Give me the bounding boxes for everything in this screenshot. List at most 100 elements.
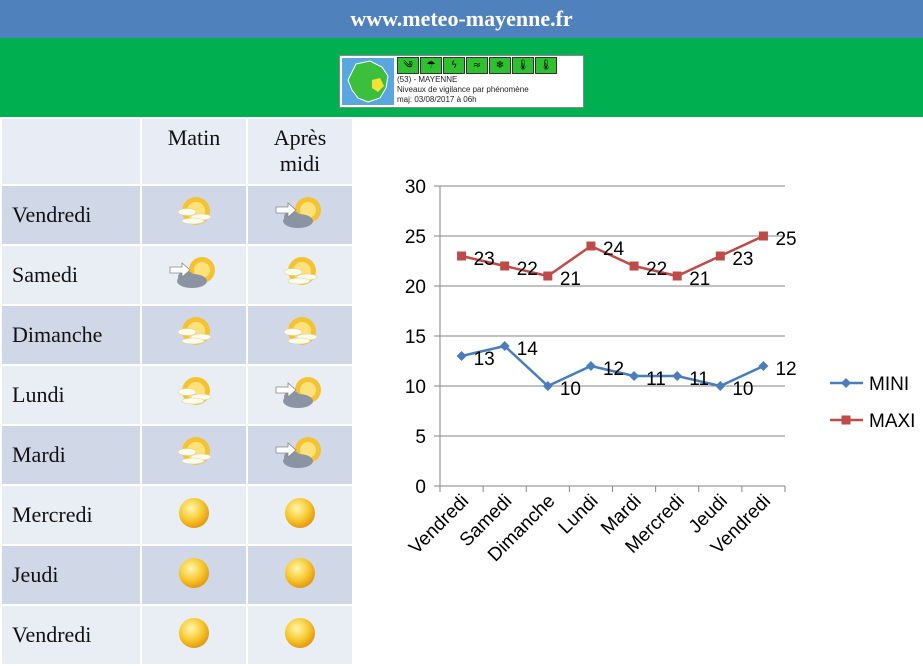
partly-sunny-icon (169, 376, 219, 417)
sun-icon (281, 497, 319, 536)
data-point (586, 241, 596, 251)
day-label: Jeudi (0, 544, 142, 606)
afternoon-weather (246, 544, 354, 606)
data-label: 10 (732, 379, 753, 400)
data-point (672, 271, 682, 281)
morning-weather (140, 364, 248, 426)
data-point (500, 261, 510, 271)
afternoon-weather (246, 304, 354, 366)
cloudy-sun-icon (272, 196, 328, 237)
sun-icon (281, 557, 319, 596)
morning-weather (140, 604, 248, 666)
afternoon-weather (246, 184, 354, 246)
sun-icon (175, 557, 213, 596)
data-label: 21 (689, 269, 710, 290)
forecast-row: Lundi (0, 364, 354, 426)
legend: MINI MAXI (830, 374, 915, 432)
forecast-table: Matin Après midi Vendredi Samedi Dimanche Lu… (0, 117, 354, 666)
rain-flood-icon: ☂ (420, 57, 442, 74)
snow-ice-icon: ❄ (489, 57, 511, 74)
day-label: Mercredi (0, 484, 142, 546)
y-tick-label: 5 (415, 427, 426, 448)
y-tick-label: 30 (405, 177, 426, 198)
vigilance-update: maj: 03/08/2017 à 06h (397, 95, 477, 104)
header-morning: Matin (140, 117, 248, 186)
data-label: 25 (775, 229, 796, 250)
data-point (585, 361, 596, 371)
data-point (457, 251, 467, 261)
afternoon-weather (246, 244, 354, 306)
x-tick-label: Vendredi (405, 491, 473, 559)
morning-weather (140, 544, 248, 606)
thunderstorm-icon: ϟ (443, 57, 465, 74)
grid (440, 185, 785, 487)
flood-icon: ≈ (466, 57, 488, 74)
day-label: Mardi (0, 424, 142, 486)
cloudy-sun-icon (272, 376, 328, 417)
temperature-chart: 0 5 10 15 20 25 30 VendrediSamediDimancheLundi… (405, 177, 916, 566)
afternoon-weather (246, 484, 354, 546)
cloudy-sun-icon (272, 436, 328, 477)
y-tick-label: 25 (405, 227, 426, 248)
cold-icon: 🌡 (535, 57, 557, 74)
vigilance-icons: ༄ ☂ ϟ ≈ ❄ 🌡 🌡 (397, 57, 581, 74)
day-label: Vendredi (0, 604, 142, 666)
data-point (629, 371, 640, 381)
y-tick-label: 15 (405, 327, 426, 348)
vigilance-card[interactable]: ༄ ☂ ϟ ≈ ❄ 🌡 🌡 (53) - MAYENNE Niveaux de … (339, 55, 584, 108)
series-line-maxi (461, 234, 764, 278)
wind-icon: ༄ (397, 57, 419, 74)
day-label: Vendredi (0, 184, 142, 246)
corner-cell (0, 117, 142, 186)
data-point (543, 271, 553, 281)
data-point (629, 261, 639, 271)
x-axis: VendrediSamediDimancheLundiMardiMercredi… (405, 486, 786, 566)
y-tick-label: 0 (415, 477, 426, 498)
afternoon-weather (246, 424, 354, 486)
afternoon-weather (246, 604, 354, 666)
partly-sunny-icon (275, 256, 325, 297)
partly-sunny-icon (275, 316, 325, 357)
sun-icon (281, 617, 319, 656)
data-point (715, 381, 726, 391)
forecast-row: Samedi (0, 244, 354, 306)
data-point (542, 381, 553, 391)
partly-sunny-icon (169, 436, 219, 477)
data-point (499, 341, 510, 351)
data-label: 11 (689, 369, 709, 390)
heat-icon: 🌡 (512, 57, 534, 74)
data-label: 24 (603, 239, 625, 260)
header-afternoon: Après midi (246, 117, 354, 186)
data-label: 14 (517, 339, 539, 360)
morning-weather (140, 244, 248, 306)
vigilance-text: (53) - MAYENNE Niveaux de vigilance par … (397, 75, 529, 105)
vigilance-subtitle: Niveaux de vigilance par phénomène (397, 85, 529, 94)
x-tick-label: Lundi (555, 491, 603, 539)
sun-icon (175, 617, 213, 656)
morning-weather (140, 484, 248, 546)
data-point (758, 361, 769, 371)
y-tick-label: 20 (405, 277, 426, 298)
legend-label: MINI (869, 374, 909, 395)
morning-weather (140, 304, 248, 366)
data-point (456, 351, 467, 361)
vigilance-dept: (53) - MAYENNE (397, 75, 458, 84)
data-point (715, 251, 725, 261)
sun-icon (175, 497, 213, 536)
series-line-mini (461, 344, 764, 388)
cloudy-sun-icon (166, 256, 222, 297)
morning-weather (140, 424, 248, 486)
site-header[interactable]: www.meteo-mayenne.fr (0, 0, 923, 38)
legend-label: MAXI (869, 411, 915, 432)
france-map-icon (342, 58, 394, 105)
forecast-row: Mercredi (0, 484, 354, 546)
forecast-row: Vendredi (0, 184, 354, 246)
data-point (758, 231, 768, 241)
data-label: 22 (517, 259, 538, 280)
day-label: Lundi (0, 364, 142, 426)
data-label: 10 (560, 379, 581, 400)
forecast-row: Dimanche (0, 304, 354, 366)
data-label: 21 (560, 269, 581, 290)
y-axis: 0 5 10 15 20 25 30 (405, 177, 441, 498)
data-label: 13 (474, 349, 495, 370)
